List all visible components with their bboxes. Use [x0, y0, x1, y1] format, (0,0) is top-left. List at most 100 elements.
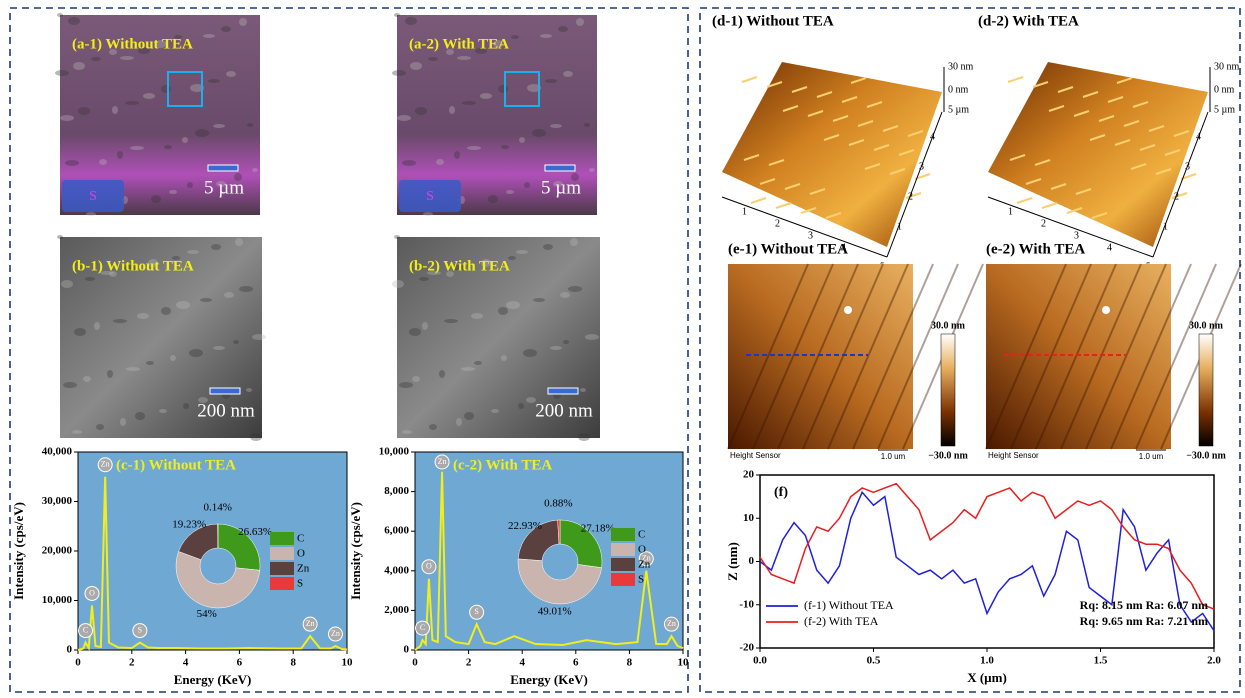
- texture: [402, 430, 412, 434]
- panel-label: (e-1) Without TEA: [728, 241, 848, 257]
- texture: [584, 123, 590, 127]
- texture: [213, 124, 225, 128]
- texture: [456, 418, 462, 426]
- panel-label: (b-1) Without TEA: [72, 258, 194, 274]
- texture: [176, 301, 190, 309]
- y-tick-label: 0: [404, 644, 410, 656]
- x-axis-label: Energy (KeV): [174, 672, 252, 687]
- texture: [397, 115, 411, 121]
- surface: [988, 62, 1208, 247]
- texture: [126, 367, 140, 371]
- panel-label: (e-2) With TEA: [986, 241, 1085, 257]
- texture: [120, 56, 134, 60]
- surface: [722, 62, 942, 247]
- slice-label: 49.01%: [538, 605, 572, 617]
- colorbar-bottom: −30.0 nm: [928, 450, 968, 461]
- texture: [454, 151, 460, 159]
- surface-ridge: [751, 198, 766, 203]
- texture: [409, 328, 421, 336]
- texture: [405, 17, 417, 25]
- axis-tick: 3: [1185, 161, 1190, 172]
- texture: [394, 13, 400, 17]
- y-axis-label: Z (nm): [725, 542, 740, 581]
- texture: [402, 160, 416, 166]
- texture: [247, 123, 253, 127]
- texture: [65, 160, 79, 166]
- element-label: S: [426, 189, 434, 204]
- texture: [576, 18, 584, 26]
- legend-label: C: [638, 529, 645, 541]
- axis-tick: 2: [908, 191, 913, 202]
- slice-label: 19.23%: [172, 519, 206, 531]
- axis-tick: 2: [1041, 218, 1046, 229]
- texture: [498, 307, 508, 315]
- z-span: 5 µm: [948, 104, 969, 115]
- texture: [68, 17, 80, 25]
- texture: [55, 70, 69, 76]
- texture: [449, 106, 455, 114]
- legend-swatch: [270, 532, 294, 545]
- texture: [183, 403, 189, 409]
- texture: [415, 107, 427, 115]
- legend-label: (f-2) With TEA: [804, 614, 879, 628]
- axis-tick: 4: [1107, 242, 1112, 253]
- texture: [137, 313, 149, 319]
- texture: [532, 129, 546, 137]
- y-tick-label: 0: [749, 555, 755, 567]
- slice-label: 0.14%: [204, 502, 232, 514]
- legend-label: Zn: [297, 563, 310, 575]
- x-tick-label: 2: [466, 657, 472, 669]
- scale-bar: [208, 165, 238, 171]
- x-tick-label: 8: [627, 657, 633, 669]
- y-tick-label: 2,000: [384, 604, 409, 616]
- panel-label: (a-2) With TEA: [409, 36, 509, 52]
- texture: [246, 388, 252, 392]
- roughness-note: Rq: 9.65 nm Ra: 7.21 nm: [1080, 614, 1208, 628]
- colorbar: [941, 334, 955, 446]
- y-tick-label: 0: [67, 644, 73, 656]
- texture: [224, 292, 234, 298]
- y-axis-label: Intensity (cps/eV): [11, 502, 26, 600]
- legend-swatch: [611, 528, 635, 541]
- x-tick-label: 10: [678, 657, 690, 669]
- texture: [146, 361, 154, 365]
- x-axis-label: Energy (KeV): [510, 672, 588, 687]
- x-tick-label: 0: [412, 657, 418, 669]
- texture: [99, 159, 107, 165]
- peak-label: Zn: [101, 460, 110, 469]
- axis-tick: 1: [1163, 221, 1168, 232]
- peak-label: Zn: [306, 619, 315, 628]
- axis-tick: 1: [742, 206, 747, 217]
- axis-tick: 1: [1008, 206, 1013, 217]
- x-tick-label: 4: [183, 657, 189, 669]
- colorbar-top: 30.0 nm: [1189, 320, 1224, 331]
- figure: (a-1) Without TEA5 µmS(a-2) With TEA5 µm…: [0, 0, 1245, 698]
- texture: [113, 319, 127, 323]
- peak-label: O: [426, 562, 432, 571]
- sensor-label: Height Sensor: [988, 451, 1039, 460]
- texture: [211, 244, 221, 250]
- z-span: 5 µm: [1214, 104, 1235, 115]
- legend-label: (f-1) Without TEA: [804, 598, 894, 612]
- texture: [501, 355, 507, 361]
- texture: [83, 376, 91, 382]
- texture: [117, 151, 123, 159]
- legend-swatch: [270, 562, 294, 575]
- panel-label: (d-2) With TEA: [978, 13, 1079, 29]
- texture: [461, 367, 475, 371]
- texture: [96, 424, 104, 430]
- panel-label: (d-1) Without TEA: [712, 13, 834, 29]
- legend-label: S: [638, 574, 644, 586]
- peak-label: S: [474, 607, 478, 616]
- texture: [524, 182, 530, 188]
- texture: [474, 361, 482, 365]
- scale-label: 5 µm: [541, 177, 581, 198]
- scale-label: 1.0 um: [1139, 452, 1164, 461]
- texture: [60, 115, 74, 121]
- y-tick-label: 30,000: [42, 495, 73, 507]
- legend-label: S: [297, 578, 303, 590]
- texture: [464, 412, 474, 420]
- y-tick-label: 6,000: [384, 525, 409, 537]
- z-top: 30 nm: [948, 61, 974, 72]
- texture: [516, 250, 528, 254]
